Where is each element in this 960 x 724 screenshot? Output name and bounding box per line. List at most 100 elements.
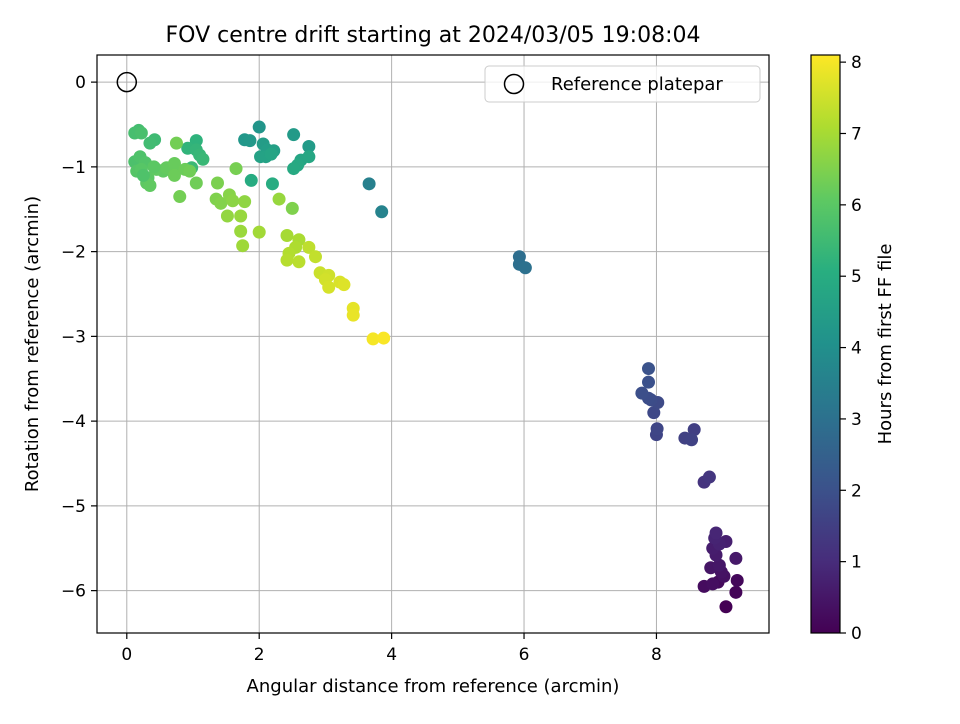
data-point — [647, 406, 661, 420]
data-point — [706, 577, 720, 591]
y-axis-label: Rotation from reference (arcmin) — [22, 196, 43, 492]
x-tick-label: 2 — [254, 645, 265, 665]
reference-platepar-marker — [116, 71, 138, 93]
data-point — [729, 585, 743, 599]
data-point — [272, 192, 286, 206]
chart-title: FOV centre drift starting at 2024/03/05 … — [166, 23, 701, 48]
data-point — [143, 179, 157, 193]
data-point — [214, 196, 228, 210]
y-tick-label: −6 — [61, 582, 86, 602]
data-point — [362, 177, 376, 191]
data-point — [635, 386, 649, 400]
data-point — [280, 229, 294, 243]
data-point — [729, 551, 743, 565]
data-point — [183, 164, 197, 178]
x-tick-label: 0 — [121, 645, 132, 665]
y-tick-label: −3 — [61, 327, 86, 347]
colorbar-tick-label: 0 — [851, 624, 862, 644]
x-axis-label: Angular distance from reference (arcmin) — [247, 676, 620, 697]
data-point — [252, 120, 266, 134]
data-point — [134, 126, 148, 140]
data-point — [236, 239, 250, 253]
data-point — [687, 423, 701, 437]
data-point — [189, 176, 203, 190]
data-point — [234, 209, 248, 223]
colorbar-label: Hours from first FF file — [875, 244, 896, 445]
data-point — [167, 168, 181, 182]
data-point — [226, 194, 240, 208]
data-point — [280, 253, 294, 267]
data-point — [173, 190, 187, 204]
data-point — [292, 255, 306, 269]
data-point — [136, 168, 150, 182]
data-point — [189, 134, 203, 148]
data-point — [143, 136, 157, 150]
data-point — [147, 160, 161, 174]
data-point — [642, 362, 656, 376]
data-point — [243, 134, 257, 148]
colorbar-gradient — [810, 54, 841, 634]
x-tick-label: 6 — [519, 645, 530, 665]
data-point — [264, 147, 278, 161]
y-tick-label: −5 — [61, 497, 86, 517]
data-point — [252, 225, 266, 239]
data-point — [302, 150, 316, 164]
data-point — [702, 470, 716, 484]
x-tick-label: 8 — [651, 645, 662, 665]
colorbar-tick-label: 5 — [851, 267, 862, 287]
legend-marker — [503, 73, 525, 95]
colorbar: 0 1 2 3 4 5 6 7 8 Hours from first FF file — [810, 53, 896, 644]
data-points — [128, 120, 744, 614]
data-point — [210, 176, 224, 190]
data-point — [518, 261, 532, 275]
data-point — [712, 558, 726, 572]
y-tick-label: −1 — [61, 158, 86, 178]
y-tick-label: −4 — [61, 412, 86, 432]
data-point — [287, 128, 301, 142]
colorbar-tick-label: 7 — [851, 124, 862, 144]
legend: Reference platepar — [484, 65, 761, 103]
data-point — [642, 375, 656, 389]
data-point — [302, 140, 316, 154]
data-point — [719, 600, 733, 614]
data-point — [730, 573, 744, 587]
data-point — [265, 177, 279, 191]
colorbar-tick-label: 4 — [851, 339, 862, 359]
colorbar-tick-label: 2 — [851, 481, 862, 501]
data-point — [229, 162, 243, 176]
legend-box — [484, 65, 761, 103]
colorbar-tick-label: 1 — [851, 553, 862, 573]
grid-lines — [97, 55, 769, 633]
data-point — [346, 308, 360, 322]
data-point — [169, 136, 183, 150]
plot-frame — [96, 54, 770, 634]
colorbar-tick-label: 8 — [851, 53, 862, 73]
x-tick-label: 4 — [386, 645, 397, 665]
data-point — [244, 173, 258, 187]
data-point — [287, 162, 301, 176]
y-axis-ticks: 0 −1 −2 −3 −4 −5 −6 — [61, 73, 97, 602]
data-point — [196, 152, 210, 166]
data-point — [322, 280, 336, 294]
y-tick-label: 0 — [75, 73, 86, 93]
x-axis-ticks: 0 2 4 6 8 — [121, 633, 662, 665]
data-point — [375, 205, 389, 219]
data-point — [337, 278, 351, 292]
data-point — [366, 332, 380, 346]
data-point — [377, 331, 391, 345]
data-point — [709, 526, 723, 540]
data-point — [650, 422, 664, 436]
colorbar-tick-label: 6 — [851, 196, 862, 216]
plot-background — [97, 55, 769, 633]
data-point — [285, 201, 299, 215]
colorbar-ticks: 0 1 2 3 4 5 6 7 8 — [840, 53, 862, 644]
data-point — [308, 250, 322, 264]
colorbar-tick-label: 3 — [851, 410, 862, 430]
data-point — [685, 433, 699, 447]
legend-label: Reference platepar — [551, 74, 723, 95]
data-point — [302, 240, 316, 254]
data-point — [238, 195, 252, 209]
y-tick-label: −2 — [61, 243, 86, 263]
